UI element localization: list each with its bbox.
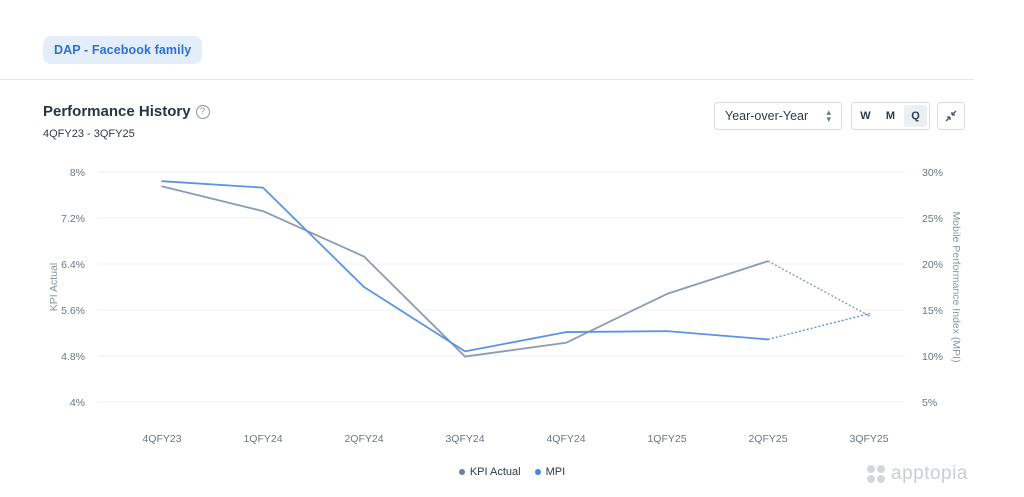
data-point-kpi-actual	[767, 260, 769, 262]
data-point-kpi-actual	[565, 341, 567, 344]
x-axis-tick-label: 1QFY25	[647, 433, 686, 445]
data-point-mpi	[868, 312, 870, 315]
data-point-kpi-actual	[363, 255, 365, 258]
left-axis-tick-label: 5.6%	[61, 305, 85, 317]
data-point-mpi	[464, 350, 466, 353]
collapse-button[interactable]	[937, 102, 965, 130]
collapse-arrows-icon	[945, 110, 957, 122]
left-axis-tick-label: 7.2%	[61, 213, 85, 225]
tab-dap-facebook-family[interactable]: DAP - Facebook family	[43, 36, 203, 64]
right-axis-tick-label: 15%	[922, 305, 943, 317]
x-axis-tick-label: 4QFY23	[142, 433, 181, 445]
brand-name: apptopia	[891, 463, 968, 484]
data-point-kpi-actual	[464, 355, 466, 358]
data-point-mpi	[666, 330, 668, 332]
left-axis-tick-label: 4.8%	[61, 351, 85, 363]
legend-dot-kpi-actual	[458, 469, 465, 475]
legend-dot-mpi	[534, 469, 541, 475]
x-axis-tick-label: 2QFY24	[344, 433, 383, 445]
x-axis-tick-label: 3QFY24	[445, 433, 484, 445]
series-projection-mpi	[767, 313, 870, 341]
x-axis-tick-label: 1QFY24	[243, 433, 282, 445]
chevron-up-down-icon: ▴ ▾	[826, 107, 831, 124]
right-axis-tick-label: 20%	[922, 259, 943, 271]
help-circle-icon[interactable]: ?	[195, 104, 210, 119]
data-point-kpi-actual	[262, 210, 264, 212]
title-row: Performance History ?	[43, 103, 210, 120]
left-axis-tick-label: 8%	[70, 167, 85, 179]
date-range-subtitle: 4QFY23 - 3QFY25	[43, 128, 135, 140]
x-axis-tick-label: 2QFY25	[748, 433, 787, 445]
data-point-kpi-actual	[868, 314, 870, 317]
legend-item-mpi[interactable]: MPI	[534, 466, 566, 478]
x-axis-tick-label: 4QFY24	[546, 433, 585, 445]
apptopia-logo-icon	[867, 465, 885, 483]
left-axis-tick-label: 4%	[70, 397, 85, 409]
data-point-kpi-actual	[161, 185, 163, 188]
left-axis-label: KPI Actual	[48, 263, 60, 311]
comparison-select[interactable]: Year-over-Year ▴ ▾	[714, 102, 842, 130]
right-axis-tick-label: 25%	[922, 213, 943, 225]
left-axis-tick-label: 6.4%	[61, 259, 85, 271]
data-point-kpi-actual	[666, 293, 668, 295]
apptopia-brand: apptopia	[866, 463, 968, 485]
data-point-mpi	[363, 286, 365, 288]
data-point-mpi	[565, 331, 567, 333]
legend-item-kpi-actual[interactable]: KPI Actual	[458, 466, 521, 478]
chart-legend: KPI Actual MPI	[0, 466, 1024, 478]
granularity-toggle: W M Q	[851, 102, 930, 130]
right-axis-tick-label: 5%	[922, 397, 937, 409]
legend-label-mpi: MPI	[545, 466, 566, 478]
chart-title: Performance History	[43, 103, 191, 120]
data-point-mpi	[262, 186, 264, 189]
right-axis-tick-label: 30%	[922, 167, 943, 179]
header-divider	[0, 79, 974, 80]
series-line-mpi	[161, 180, 769, 353]
right-axis-tick-label: 10%	[922, 351, 943, 363]
data-point-mpi	[161, 180, 163, 182]
comparison-select-value: Year-over-Year	[725, 109, 809, 123]
right-axis-label: Mobile Performance Index (MPI)	[950, 211, 962, 362]
granularity-month-button[interactable]: M	[885, 110, 896, 122]
legend-label-kpi-actual: KPI Actual	[469, 466, 521, 478]
x-axis-tick-label: 3QFY25	[849, 433, 888, 445]
granularity-week-button[interactable]: W	[860, 110, 871, 122]
series-line-kpi-actual	[161, 185, 769, 358]
granularity-quarter-button[interactable]: Q	[904, 105, 927, 127]
series-projection-kpi-actual	[767, 260, 870, 317]
data-point-mpi	[767, 338, 769, 341]
